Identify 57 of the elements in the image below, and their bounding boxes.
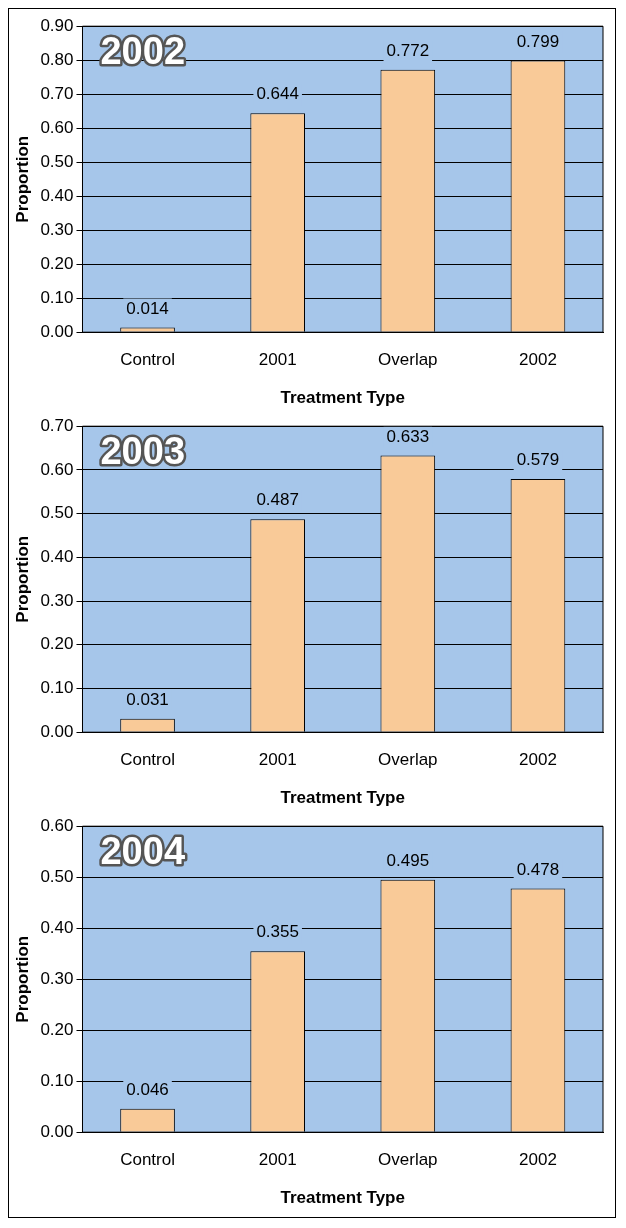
x-tick-label: 2002: [519, 1150, 557, 1170]
y-tick-label: 0.10: [40, 287, 74, 307]
y-tick-label: 0.40: [40, 547, 74, 567]
y-axis-title: Proportion: [12, 135, 32, 223]
y-tick-label: 0.20: [40, 1019, 74, 1039]
data-label: 0.031: [126, 689, 169, 709]
y-tick-label: 0.20: [40, 253, 74, 273]
data-label: 0.487: [256, 490, 299, 510]
y-tick-label: 0.30: [40, 219, 74, 239]
x-tick-label: Control: [120, 1150, 175, 1170]
y-tick-label: 0.00: [40, 321, 74, 341]
y-tick-label: 0.50: [40, 503, 74, 523]
y-tick-label: 0.60: [40, 815, 74, 835]
y-tick-label: 0.60: [40, 459, 74, 479]
y-tick-label: 0.50: [40, 866, 74, 886]
x-tick-label: Overlap: [378, 750, 438, 770]
x-tick-label: 2001: [258, 350, 297, 370]
x-tick-label: Overlap: [378, 350, 438, 370]
y-tick-label: 0.40: [40, 185, 74, 205]
y-tick-label: 0.70: [40, 415, 74, 435]
x-tick-label: Control: [120, 750, 175, 770]
x-tick-label: Overlap: [378, 1150, 438, 1170]
x-tick-label: 2002: [519, 750, 557, 770]
x-tick-label: Control: [120, 350, 175, 370]
x-axis-title: Treatment Type: [280, 788, 405, 808]
y-tick-label: 0.40: [40, 917, 74, 937]
y-tick-label: 0.50: [40, 151, 74, 171]
y-tick-label: 0.30: [40, 968, 74, 988]
data-label: 0.644: [256, 84, 299, 104]
y-axis-title: Proportion: [12, 535, 32, 623]
data-label: 0.355: [256, 922, 299, 942]
y-tick-label: 0.30: [40, 590, 74, 610]
x-axis-title: Treatment Type: [280, 1188, 405, 1208]
y-tick-label: 0.00: [40, 1121, 74, 1141]
chart-title: 2004: [100, 829, 186, 872]
data-label: 0.633: [386, 426, 430, 446]
data-label: 0.014: [126, 298, 169, 318]
data-label: 0.772: [386, 40, 430, 60]
y-tick-label: 0.90: [40, 15, 74, 35]
y-tick-label: 0.10: [40, 678, 74, 698]
x-tick-label: 2001: [258, 750, 297, 770]
x-tick-label: 2002: [519, 350, 557, 370]
chart-title: 2003: [100, 429, 186, 472]
y-tick-label: 0.10: [40, 1070, 74, 1090]
y-tick-label: 0.00: [40, 721, 74, 741]
x-axis-title: Treatment Type: [280, 388, 405, 408]
y-tick-label: 0.80: [40, 49, 74, 69]
y-tick-label: 0.70: [40, 83, 74, 103]
x-tick-label: 2001: [258, 1150, 297, 1170]
data-label: 0.478: [516, 859, 560, 879]
data-label: 0.799: [516, 31, 560, 51]
data-label: 0.495: [386, 850, 430, 870]
data-label: 0.579: [516, 450, 560, 470]
data-label: 0.046: [126, 1079, 169, 1099]
y-tick-label: 0.20: [40, 634, 74, 654]
y-tick-label: 0.60: [40, 117, 74, 137]
y-axis-title: Proportion: [12, 935, 32, 1023]
